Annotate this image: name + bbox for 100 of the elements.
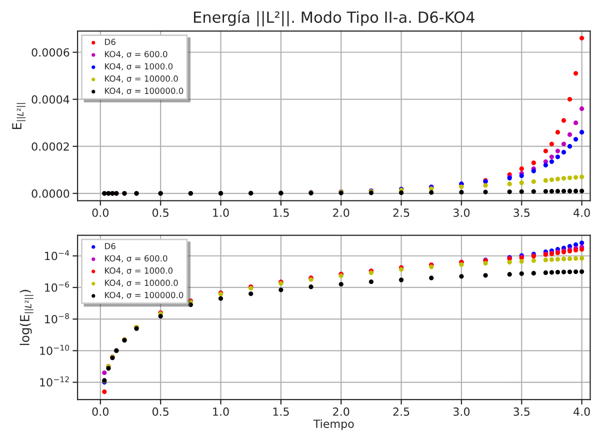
- point: [531, 270, 536, 276]
- point: [543, 178, 548, 183]
- point: [579, 256, 584, 261]
- legend-label: KO4, σ = 1000.0: [105, 267, 173, 275]
- point: [555, 148, 560, 154]
- point: [555, 130, 560, 135]
- point: [338, 282, 344, 287]
- point: [555, 256, 560, 262]
- point: [543, 148, 548, 154]
- point: [567, 188, 572, 194]
- point: [531, 168, 536, 174]
- x-tick-label: 3.0: [453, 407, 470, 416]
- point: [398, 190, 404, 195]
- x-tick-label: 2.0: [333, 407, 350, 416]
- x-tick-label: 0.5: [152, 208, 168, 217]
- x-tick-label: 1.0: [213, 208, 229, 217]
- y-tick-label: 10$^{−12}$: [40, 376, 69, 387]
- legend-label: D6: [105, 38, 116, 46]
- point: [429, 276, 434, 280]
- legend-label: KO4, σ = 10000.0: [105, 280, 178, 287]
- point: [543, 270, 548, 276]
- point: [555, 154, 560, 160]
- point: [549, 188, 554, 194]
- y-axis-title: log(E$_{||L²||}$): [20, 290, 34, 345]
- x-tick-label: 1.0: [213, 407, 229, 416]
- point: [483, 183, 488, 188]
- point: [368, 279, 374, 284]
- y-tick-label: 0.0002: [32, 142, 69, 151]
- x-tick-label: 3.5: [514, 208, 530, 217]
- x-tick-label: 3.5: [514, 407, 530, 416]
- point: [579, 269, 584, 274]
- x-tick-label: 2.5: [393, 208, 410, 217]
- point: [519, 180, 524, 186]
- point: [555, 270, 560, 274]
- point: [579, 174, 584, 180]
- point: [579, 36, 584, 40]
- x-tick-label: 1.5: [273, 208, 289, 217]
- point: [555, 176, 560, 182]
- x-tick-label: 4.0: [574, 407, 590, 416]
- legend-label: KO4, σ = 600.0: [105, 50, 168, 58]
- x-tick-label: 0.5: [152, 407, 168, 416]
- point: [561, 142, 566, 146]
- legend-label: KO4, σ = 100000.0: [105, 292, 184, 300]
- point: [507, 272, 512, 277]
- x-axis-title: Tiempo: [313, 419, 354, 430]
- point: [459, 190, 464, 195]
- point: [579, 188, 584, 194]
- legend-label: KO4, σ = 600.0: [105, 255, 168, 262]
- point: [158, 314, 163, 319]
- point: [459, 274, 464, 279]
- point: [579, 130, 584, 135]
- x-tick-label: 1.5: [273, 408, 289, 416]
- point: [531, 160, 536, 166]
- legend-label: KO4, σ = 10000.0: [105, 75, 178, 83]
- x-tick-label: 2.5: [393, 407, 410, 416]
- point: [429, 190, 434, 195]
- point: [573, 120, 578, 126]
- point: [573, 136, 578, 142]
- point: [561, 176, 566, 181]
- x-tick-label: 2.0: [333, 208, 350, 217]
- y-axis-title: E$_{||L²||}$: [12, 103, 26, 129]
- point: [507, 182, 512, 186]
- point: [573, 256, 578, 261]
- point: [567, 144, 572, 149]
- point: [308, 284, 314, 290]
- point: [519, 189, 524, 194]
- point: [248, 291, 254, 296]
- point: [561, 150, 566, 155]
- y-tick-label: 0.0006: [32, 48, 70, 57]
- point: [555, 188, 560, 194]
- point: [549, 177, 554, 182]
- point: [483, 190, 488, 194]
- point: [483, 260, 488, 266]
- point: [218, 296, 224, 301]
- point: [531, 258, 536, 263]
- point: [567, 132, 572, 137]
- legend-label: KO4, σ = 1000.0: [105, 63, 173, 70]
- chart-title: Energía ||L²||. Modo Tipo II-a. D6-KO4: [194, 10, 474, 26]
- y-tick-label: 0.0000: [32, 189, 70, 198]
- point: [549, 142, 554, 146]
- point: [573, 188, 578, 194]
- point: [561, 188, 566, 194]
- point: [102, 370, 107, 376]
- point: [483, 273, 488, 278]
- point: [573, 269, 578, 274]
- point: [561, 118, 566, 123]
- point: [543, 162, 548, 168]
- point: [459, 184, 464, 190]
- point: [549, 159, 554, 164]
- point: [507, 260, 512, 264]
- point: [549, 154, 554, 160]
- y-tick-label: 0.0004: [32, 95, 70, 104]
- y-tick-label: 10$^{−6}$: [45, 282, 70, 292]
- point: [567, 176, 572, 180]
- point: [561, 270, 566, 274]
- point: [549, 270, 554, 275]
- point: [188, 302, 193, 308]
- point: [278, 288, 284, 292]
- point: [507, 189, 512, 194]
- point: [102, 389, 107, 394]
